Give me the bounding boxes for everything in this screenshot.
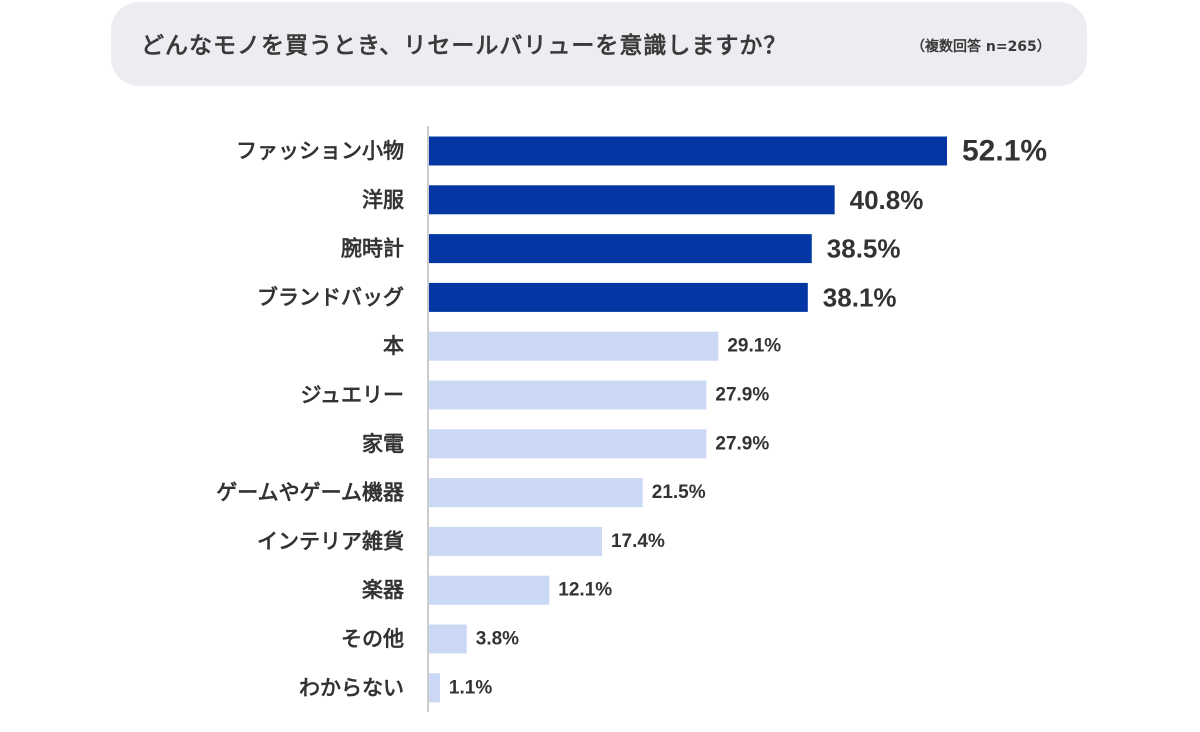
title-banner: どんなモノを買うとき、リセールバリューを意識しますか？ （複数回答 n=265） — [111, 2, 1087, 86]
value-label: 12.1% — [558, 580, 612, 601]
value-label: 27.9% — [715, 385, 769, 406]
category-label: インテリア雑貨 — [257, 529, 404, 553]
value-label: 27.9% — [715, 433, 769, 454]
value-label: 38.1% — [823, 282, 897, 312]
bar — [429, 478, 643, 508]
bar — [429, 526, 602, 556]
category-label: ブランドバッグ — [257, 285, 404, 309]
category-label: ゲームやゲーム機器 — [216, 481, 405, 505]
bar — [429, 624, 467, 654]
bar — [429, 380, 707, 410]
category-label: 本 — [383, 334, 404, 358]
category-label: その他 — [341, 627, 404, 651]
chart-title: どんなモノを買うとき、リセールバリューを意識しますか？ — [141, 33, 788, 59]
bar — [429, 575, 550, 605]
value-label: 29.1% — [727, 336, 781, 357]
value-label: 40.8% — [850, 185, 924, 215]
bar — [429, 673, 440, 703]
value-label: 3.8% — [476, 629, 519, 650]
category-label: 腕時計 — [341, 237, 404, 261]
bar — [429, 234, 812, 264]
bar — [429, 331, 719, 361]
bar — [429, 429, 707, 459]
value-label: 17.4% — [611, 531, 665, 552]
category-label: 楽器 — [362, 578, 405, 602]
value-label: 1.1% — [449, 677, 492, 698]
bar — [429, 282, 808, 312]
value-label: 52.1% — [962, 135, 1047, 168]
category-label: ファッション小物 — [236, 139, 404, 163]
category-label: 家電 — [362, 432, 404, 456]
bar — [429, 185, 835, 215]
value-label: 21.5% — [652, 482, 706, 503]
sample-note: （複数回答 n=265） — [911, 39, 1051, 55]
category-label: ジュエリー — [300, 383, 404, 407]
category-label: わからない — [299, 676, 404, 700]
bar — [429, 136, 947, 166]
value-label: 38.5% — [827, 234, 901, 264]
category-label: 洋服 — [362, 188, 405, 212]
